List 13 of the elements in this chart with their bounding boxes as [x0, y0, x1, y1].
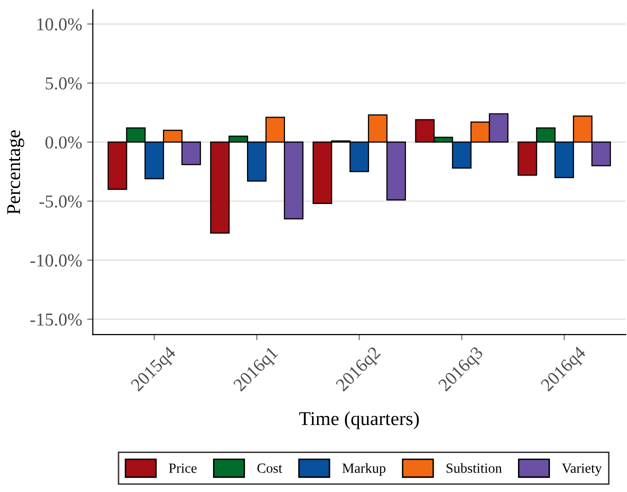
- y-tick-label: -15.0%: [30, 313, 82, 326]
- legend-label: Substition: [446, 463, 502, 473]
- legend-label: Markup: [342, 463, 386, 476]
- legend-label: Variety: [562, 464, 602, 476]
- legend-label: Price: [168, 464, 197, 473]
- legend-label: Cost: [257, 464, 282, 473]
- y-tick-label: 5.0%: [46, 77, 82, 90]
- y-tick-label: -10.0%: [30, 254, 82, 267]
- y-tick-label: 10.0%: [37, 18, 82, 31]
- x-axis-title: Time (quarters): [299, 412, 419, 430]
- y-axis-title: Percentage: [7, 130, 24, 214]
- y-tick-label: -5.0%: [39, 195, 82, 208]
- y-tick-label: 0.0%: [45, 136, 82, 149]
